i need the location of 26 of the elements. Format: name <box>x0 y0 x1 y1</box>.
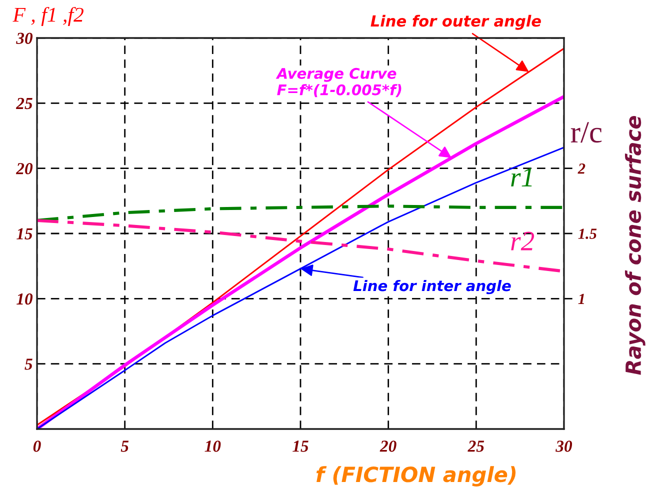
x-axis-title: f (FICTION angle) <box>316 466 516 486</box>
y2-tick-label: 2 <box>578 164 586 174</box>
y-tick-label: 15 <box>16 228 32 240</box>
y-tick-label: 25 <box>16 98 32 110</box>
y2-tick-label: 1.5 <box>578 228 597 240</box>
y-tick-label: 10 <box>16 293 33 305</box>
x-tick-label: 0 <box>33 440 41 452</box>
x-tick-label: 5 <box>120 440 129 452</box>
x-tick-label: 15 <box>292 440 308 452</box>
y-tick-label: 5 <box>24 358 32 370</box>
series-label: r2 <box>511 232 534 250</box>
y-tick-label: 30 <box>16 32 33 44</box>
x-tick-label: 25 <box>468 440 484 452</box>
annotation: Line for outer angle <box>370 14 541 30</box>
annotation: Line for inter angle <box>353 280 511 294</box>
y-axis-title: F , f1 ,f2 <box>12 6 84 26</box>
y2-tick-label: 1 <box>578 294 584 304</box>
x-tick-label: 10 <box>204 440 221 452</box>
y-tick-label: 20 <box>16 163 33 174</box>
text: r/c <box>570 122 602 143</box>
annotation: Average Curve F=f*(1-0.005*f) <box>276 68 402 98</box>
series-label: r1 <box>511 168 532 186</box>
x-tick-label: 20 <box>380 440 396 452</box>
x-tick-label: 30 <box>556 440 572 452</box>
line-series <box>37 204 564 222</box>
y2-axis-title: Rayon of cone surface <box>624 116 646 375</box>
